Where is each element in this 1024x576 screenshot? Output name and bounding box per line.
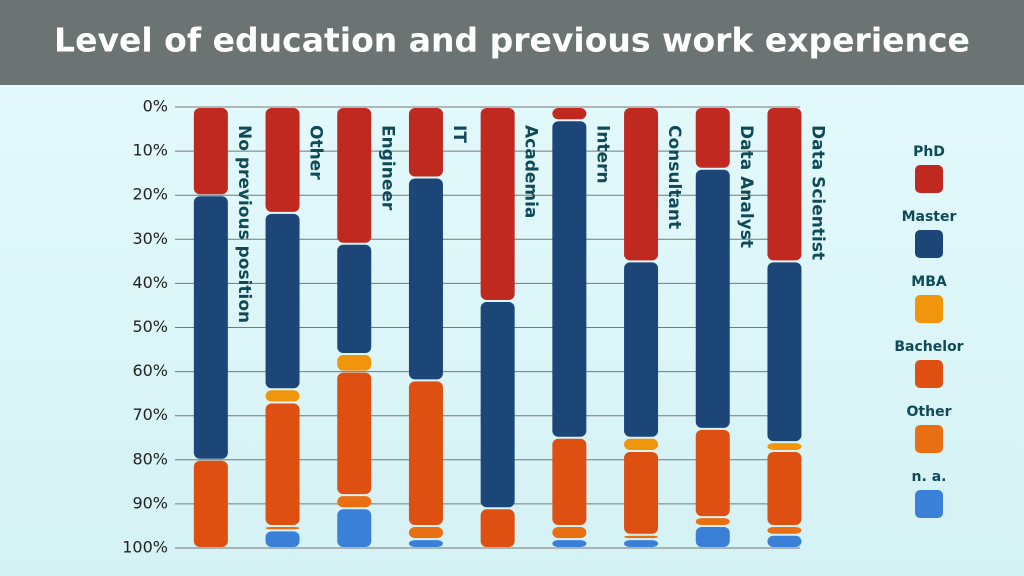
y-tick-label: 80% bbox=[132, 449, 168, 468]
bar-segment bbox=[552, 526, 587, 539]
bar-segment bbox=[265, 213, 300, 389]
bar-segment bbox=[624, 438, 659, 450]
bar-segment bbox=[767, 443, 802, 450]
y-tick-label: 10% bbox=[132, 141, 168, 160]
bar-segment bbox=[624, 451, 659, 534]
bar-segment bbox=[695, 518, 730, 525]
x-tick-label: Data Analyst bbox=[736, 125, 756, 248]
x-tick-label: Consultant bbox=[664, 125, 684, 229]
bar-segment bbox=[695, 169, 730, 428]
x-tick-label: Engineer bbox=[377, 125, 397, 211]
bar-segment bbox=[265, 531, 300, 547]
y-tick-label: 20% bbox=[132, 185, 168, 204]
bar-segment bbox=[337, 496, 372, 508]
bar-segment bbox=[695, 526, 730, 547]
bar-segment bbox=[767, 535, 802, 547]
legend-swatch bbox=[915, 360, 943, 388]
y-tick-label: 40% bbox=[132, 273, 168, 292]
bar-segment bbox=[265, 108, 300, 212]
bar-segment bbox=[552, 540, 587, 547]
y-tick-label: 30% bbox=[132, 229, 168, 248]
bar-segment bbox=[552, 438, 587, 525]
y-tick-label: 50% bbox=[132, 317, 168, 336]
bar-segment bbox=[695, 108, 730, 168]
bar-segment bbox=[480, 108, 515, 301]
legend-swatch bbox=[915, 490, 943, 518]
x-tick-label: Data Scientist bbox=[807, 125, 827, 260]
x-tick-label: Intern bbox=[592, 125, 612, 184]
bar-segment bbox=[767, 451, 802, 525]
y-tick-label: 60% bbox=[132, 361, 168, 380]
bar-segment bbox=[624, 535, 659, 539]
bar-segment bbox=[337, 372, 372, 495]
bar-segment bbox=[480, 302, 515, 508]
bar-segment bbox=[552, 108, 587, 120]
legend-label: PhD bbox=[913, 144, 945, 160]
bar-segment bbox=[193, 196, 228, 459]
bar-segment bbox=[480, 509, 515, 547]
bar-segment bbox=[193, 460, 228, 547]
bar-segment bbox=[695, 429, 730, 517]
y-tick-label: 90% bbox=[132, 493, 168, 512]
bar-segment bbox=[767, 108, 802, 261]
bar-segment bbox=[408, 526, 443, 539]
legend-swatch bbox=[915, 165, 943, 193]
bar-segment bbox=[193, 108, 228, 195]
legend-label: Other bbox=[907, 404, 952, 420]
bar-segment bbox=[624, 540, 659, 547]
x-tick-label: Academia bbox=[521, 125, 541, 218]
bar-segment bbox=[337, 244, 372, 353]
bar-segment bbox=[408, 540, 443, 547]
x-tick-label: No previous position bbox=[234, 125, 254, 323]
bar-segment bbox=[624, 108, 659, 261]
header bbox=[0, 0, 1024, 85]
bar-segment bbox=[408, 381, 443, 525]
y-tick-label: 100% bbox=[122, 538, 168, 557]
legend-label: MBA bbox=[911, 274, 947, 290]
legend-swatch bbox=[915, 295, 943, 323]
x-tick-label: Other bbox=[306, 125, 326, 180]
bar-segment bbox=[265, 390, 300, 402]
legend-label: n. a. bbox=[912, 469, 947, 485]
bar-segment bbox=[337, 354, 372, 371]
bar-segment bbox=[408, 178, 443, 380]
bar-segment bbox=[767, 262, 802, 442]
bar-segment bbox=[337, 108, 372, 243]
bar-segment bbox=[552, 121, 587, 437]
bar-segment bbox=[265, 526, 300, 530]
bar-segment bbox=[265, 403, 300, 525]
legend-swatch bbox=[915, 230, 943, 258]
bar-segment bbox=[767, 526, 802, 534]
x-tick-label: IT bbox=[449, 125, 469, 143]
chart-title: Level of education and previous work exp… bbox=[54, 21, 970, 60]
bar-segment bbox=[624, 262, 659, 437]
y-tick-label: 70% bbox=[132, 405, 168, 424]
bar-segment bbox=[408, 108, 443, 177]
legend-label: Master bbox=[902, 209, 957, 225]
y-tick-label: 0% bbox=[143, 97, 168, 116]
legend-swatch bbox=[915, 425, 943, 453]
legend-label: Bachelor bbox=[894, 339, 963, 355]
bar-segment bbox=[337, 509, 372, 547]
